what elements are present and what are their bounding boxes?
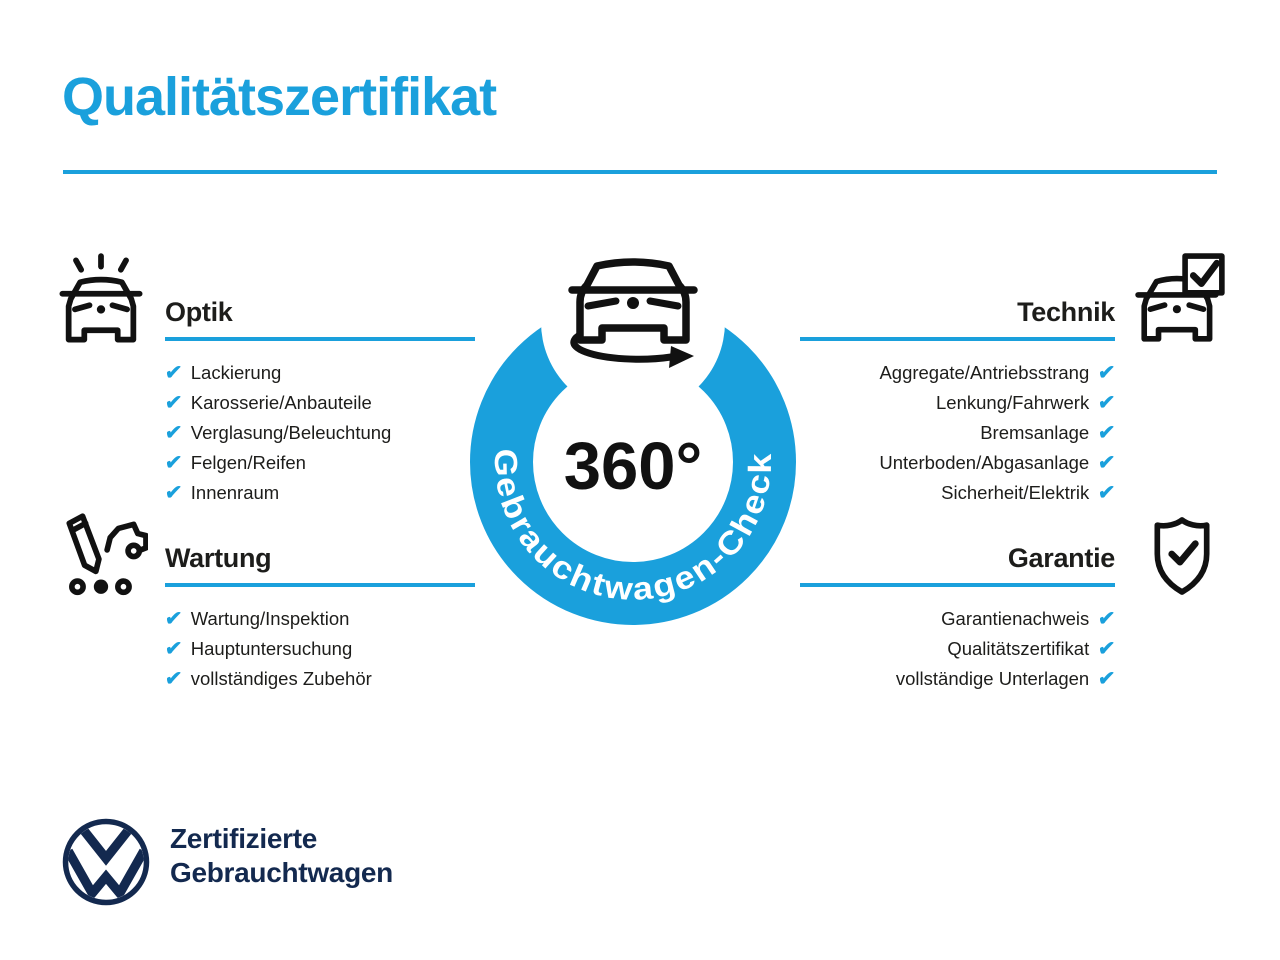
section-technik-divider: [800, 337, 1115, 341]
item-label: Sicherheit/Elektrik: [941, 482, 1090, 503]
item-label: Lenkung/Fahrwerk: [936, 392, 1090, 413]
check-icon: ✔: [163, 452, 183, 474]
item-label: Qualitätszertifikat: [947, 638, 1090, 659]
check-icon: ✔: [1097, 452, 1117, 474]
item-label: Lackierung: [190, 362, 282, 383]
check-icon: ✔: [1097, 608, 1117, 630]
section-garantie-divider: [800, 583, 1115, 587]
item-label: Verglasung/Beleuchtung: [190, 422, 392, 443]
list-item: ✔ Verglasung/Beleuchtung: [163, 418, 475, 448]
section-technik: Technik Aggregate/Antriebsstrang ✔ Lenkun…: [800, 297, 1117, 508]
degrees-label: 360°: [564, 429, 703, 504]
list-item: Bremsanlage ✔: [800, 418, 1117, 448]
optik-item-list: ✔ Lackierung ✔ Karosserie/Anbauteile ✔ Verg…: [163, 358, 475, 508]
page-title: Qualitätszertifikat: [62, 67, 497, 127]
check-icon: ✔: [1097, 668, 1117, 690]
check-icon: ✔: [163, 362, 183, 384]
check-icon: ✔: [1097, 362, 1117, 384]
section-wartung-divider: [165, 583, 475, 587]
item-label: Aggregate/Antriebsstrang: [879, 362, 1090, 383]
item-label: Innenraum: [190, 482, 280, 503]
list-item: ✔ Felgen/Reifen: [163, 448, 475, 478]
item-label: Karosserie/Anbauteile: [190, 392, 372, 413]
list-item: Lenkung/Fahrwerk ✔: [800, 388, 1117, 418]
section-optik: Optik ✔ Lackierung ✔ Karosserie/Anbauteile…: [163, 297, 475, 508]
check-icon: ✔: [163, 608, 183, 630]
section-garantie-title: Garantie: [1007, 543, 1115, 573]
title-divider: [63, 170, 1217, 174]
car-checkbox-icon: [1134, 252, 1228, 353]
check-icon: ✔: [163, 668, 183, 690]
item-label: Wartung/Inspektion: [190, 608, 350, 629]
section-wartung-title: Wartung: [165, 543, 272, 573]
item-label: Garantienachweis: [941, 608, 1090, 629]
garantie-item-list: Garantienachweis ✔ Qualitätszertifikat ✔ v…: [800, 604, 1117, 694]
section-technik-title: Technik: [1017, 297, 1115, 327]
section-garantie: Garantie Garantienachweis ✔ Qualitätszert…: [800, 543, 1117, 694]
check-icon: ✔: [163, 392, 183, 414]
list-item: Sicherheit/Elektrik ✔: [800, 478, 1117, 508]
list-item: Qualitätszertifikat ✔: [800, 634, 1117, 664]
wartung-item-list: ✔ Wartung/Inspektion ✔ Hauptuntersuchung ✔…: [163, 604, 475, 694]
list-item: ✔ Karosserie/Anbauteile: [163, 388, 475, 418]
footer-claim: Zertifizierte Gebrauchtwagen: [170, 822, 393, 890]
list-item: ✔ Lackierung: [163, 358, 475, 388]
check-icon: ✔: [1097, 392, 1117, 414]
item-label: Felgen/Reifen: [190, 452, 306, 473]
item-label: Unterboden/Abgasanlage: [879, 452, 1090, 473]
technik-item-list: Aggregate/Antriebsstrang ✔ Lenkung/Fahrwe…: [800, 358, 1117, 508]
list-item: ✔ Hauptuntersuchung: [163, 634, 475, 664]
car-front-rotation-icon: [568, 258, 698, 368]
vw-logo: [60, 816, 152, 913]
list-item: ✔ Wartung/Inspektion: [163, 604, 475, 634]
check-icon: ✔: [1097, 422, 1117, 444]
check-icon: ✔: [163, 422, 183, 444]
item-label: Hauptuntersuchung: [190, 638, 353, 659]
shield-check-icon: [1146, 514, 1218, 603]
section-optik-divider: [165, 337, 475, 341]
item-label: vollständige Unterlagen: [895, 668, 1090, 689]
list-item: Unterboden/Abgasanlage ✔: [800, 448, 1117, 478]
section-wartung: Wartung ✔ Wartung/Inspektion ✔ Hauptunters…: [163, 543, 475, 694]
list-item: ✔ vollständiges Zubehör: [163, 664, 475, 694]
check-icon: ✔: [1097, 482, 1117, 504]
item-label: vollständiges Zubehör: [190, 668, 372, 689]
section-optik-title: Optik: [165, 297, 233, 327]
service-record-icon: [56, 508, 149, 605]
list-item: ✔ Innenraum: [163, 478, 475, 508]
footer-claim-line1: Zertifizierte: [170, 823, 318, 854]
list-item: Garantienachweis ✔: [800, 604, 1117, 634]
footer-claim-line2: Gebrauchtwagen: [170, 857, 393, 888]
check-icon: ✔: [163, 482, 183, 504]
shiny-car-icon: [54, 252, 148, 353]
check-icon: ✔: [1097, 638, 1117, 660]
check-icon: ✔: [163, 638, 183, 660]
list-item: vollständige Unterlagen ✔: [800, 664, 1117, 694]
item-label: Bremsanlage: [980, 422, 1090, 443]
check-360-badge: Gebrauchtwagen-Check 360°: [458, 230, 810, 645]
list-item: Aggregate/Antriebsstrang ✔: [800, 358, 1117, 388]
